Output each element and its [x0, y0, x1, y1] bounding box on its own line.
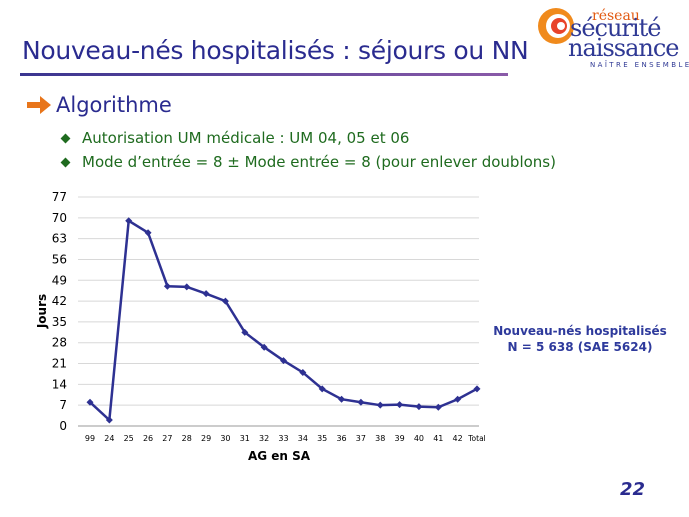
data-point	[473, 385, 481, 393]
data-point	[144, 229, 152, 237]
y-tick-label: 77	[52, 190, 67, 204]
data-point	[221, 297, 229, 305]
data-points	[86, 217, 481, 424]
y-tick-label: 0	[59, 419, 67, 433]
logo-word-top: réseau	[592, 8, 640, 24]
x-tick-label: Total	[467, 434, 486, 443]
y-tick-label: 35	[52, 315, 67, 329]
x-tick-label: 99	[85, 434, 95, 443]
x-tick-label: 28	[182, 434, 192, 443]
data-point	[318, 385, 326, 393]
data-point	[86, 398, 94, 406]
slide-title: Nouveau-nés hospitalisés : séjours ou NN	[22, 36, 529, 65]
data-point	[105, 416, 113, 424]
data-point	[260, 343, 268, 351]
data-point	[299, 368, 307, 376]
y-axis-label: Jours	[35, 294, 49, 329]
y-tick-label: 7	[59, 398, 67, 412]
y-tick-label: 70	[52, 211, 67, 225]
x-tick-label: 24	[104, 434, 114, 443]
logo: réseau sécurité naissance NAÎTRE ENSEMBL…	[532, 4, 689, 72]
logo-word1: sécurité	[570, 14, 661, 42]
y-tick-label: 56	[52, 252, 67, 266]
chart-grid	[78, 196, 479, 427]
bullet-item: Autorisation UM médicale : UM 04, 05 et …	[60, 126, 556, 150]
y-tick-label: 63	[52, 232, 67, 246]
title-underline	[20, 73, 508, 76]
data-point	[202, 290, 210, 298]
x-tick-label: 36	[336, 434, 346, 443]
data-point	[163, 282, 171, 290]
page-number: 22	[620, 479, 646, 500]
bullet-text: Autorisation UM médicale : UM 04, 05 et …	[82, 129, 410, 147]
line-chart: 0 7 14 21 28 35 42 49 56 63 70 77 99 24 25 26 27 28 29 30 3…	[35, 190, 486, 463]
y-tick-label: 21	[52, 357, 67, 371]
data-point	[338, 395, 346, 403]
y-tick-label: 49	[52, 273, 67, 287]
logo-word2: naissance	[568, 34, 679, 62]
x-tick-label: 33	[278, 434, 288, 443]
x-tick-label: 34	[298, 434, 308, 443]
data-point	[241, 328, 249, 336]
x-tick-label: 30	[220, 434, 230, 443]
x-tick-label: 26	[143, 434, 153, 443]
x-tick-label: 40	[414, 434, 424, 443]
data-point	[183, 283, 191, 291]
x-tick-label: 35	[317, 434, 327, 443]
summary-note: Nouveau-nés hospitalisés N = 5 638 (SAE …	[487, 323, 673, 355]
x-axis-ticks: 99 24 25 26 27 28 29 30 31 32 33 34 35 36 37 38 39 40 41 42…	[85, 434, 486, 443]
x-tick-label: 29	[201, 434, 211, 443]
data-point	[357, 398, 365, 406]
x-tick-label: 25	[124, 434, 134, 443]
arrow-right-icon	[27, 96, 51, 114]
series-line	[89, 218, 478, 423]
x-tick-label: 39	[395, 434, 405, 443]
diamond-bullet-icon	[60, 157, 71, 167]
logo-tagline: NAÎTRE ENSEMBLE	[590, 61, 689, 69]
x-tick-label: 37	[356, 434, 366, 443]
y-tick-label: 28	[52, 336, 67, 350]
data-point	[396, 401, 404, 409]
logo-spiral-icon	[538, 8, 574, 44]
summary-note-line2: N = 5 638 (SAE 5624)	[507, 340, 653, 354]
bullet-list: Autorisation UM médicale : UM 04, 05 et …	[60, 126, 556, 174]
y-tick-label: 42	[52, 294, 67, 308]
diamond-bullet-icon	[60, 133, 71, 143]
data-point	[125, 217, 133, 225]
x-tick-label: 31	[240, 434, 250, 443]
x-tick-label: 42	[453, 434, 463, 443]
x-tick-label: 38	[375, 434, 385, 443]
bullet-item: Mode d’entrée = 8 ± Mode entrée = 8 (pou…	[60, 150, 556, 174]
data-point	[280, 357, 287, 365]
x-tick-label: 27	[162, 434, 172, 443]
data-point	[434, 403, 442, 411]
data-point	[415, 403, 423, 411]
y-axis-ticks: 0 7 14 21 28 35 42 49 56 63 70 77	[52, 190, 67, 433]
summary-note-line1: Nouveau-nés hospitalisés	[493, 324, 667, 338]
data-point	[454, 395, 462, 403]
section-title: Algorithme	[56, 93, 172, 117]
section-heading: Algorithme	[26, 93, 172, 117]
x-tick-label: 32	[259, 434, 269, 443]
x-axis-label: AG en SA	[248, 449, 311, 463]
x-tick-label: 41	[433, 434, 443, 443]
y-tick-label: 14	[52, 377, 67, 391]
data-point	[376, 401, 384, 409]
bullet-text: Mode d’entrée = 8 ± Mode entrée = 8 (pou…	[82, 153, 556, 171]
